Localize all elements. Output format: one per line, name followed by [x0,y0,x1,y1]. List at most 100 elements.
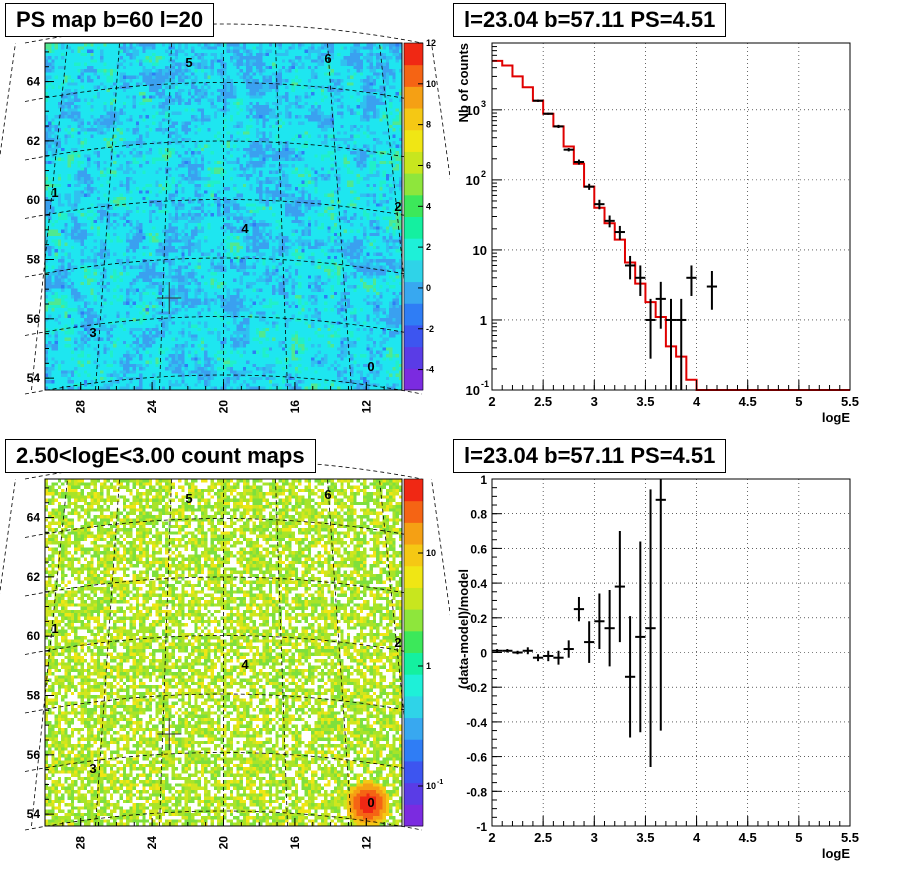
region-label: 2 [394,199,401,214]
colorbar-cell [404,64,423,87]
parallel-line [24,518,423,538]
meridian-line [327,42,352,391]
x-tick-label: 4.5 [739,394,757,409]
colorbar-tick-label: 6 [426,160,431,170]
colorbar-cell [404,281,423,304]
colorbar-cell [404,674,423,697]
residual-point [532,654,544,662]
residual-title: l=23.04 b=57.11 PS=4.51 [453,439,727,473]
region-label: 1 [51,621,58,636]
residual-point [655,479,666,731]
meridian-line [275,478,288,827]
data-point [532,99,544,102]
y-tick-label: -1 [476,820,487,834]
data-point [665,298,677,390]
spectrum-panel: 2 2.5 3 3.5 4 4.5 5 5.5 logE 10 -1 1 10 10 2 10 3 Nb of c… [450,0,898,435]
colorbar-cell [404,259,423,283]
ps-map-title: PS map b=60 l=20 [5,3,215,37]
colorbar-cell [404,303,423,326]
y-tick-label: 64 [27,75,41,89]
data-point [584,183,595,190]
meridian-line [0,478,16,594]
data-point [635,265,646,296]
x-tick-label: 5.5 [841,394,859,409]
data-point [686,265,697,296]
colorbar-cell [404,630,423,653]
x-tick-label: 3.5 [636,394,654,409]
parallel-line [24,82,423,102]
colorbar-cell [404,522,423,545]
data-point [676,298,687,390]
residual-point [604,590,615,667]
colorbar-cell [404,324,423,348]
meridian-line [95,42,120,391]
residual-point [584,621,595,663]
data-point [624,255,636,280]
y-axis-label: (data-model)/model [456,569,471,689]
colorbar-cell [404,43,423,66]
region-label: 4 [241,221,249,236]
parallel-line [24,23,423,44]
colorbar-tick-label: 2 [426,242,431,252]
x-axis-label: logE [822,846,850,861]
colorbar-cell [404,238,423,261]
x-tick-label: 28 [74,400,88,414]
colorbar-cell [404,194,423,217]
colorbar-cell [404,108,423,131]
residual-point [635,541,646,733]
residual-point [522,647,533,655]
y-tick-label: 0.6 [470,542,487,556]
meridian-line [159,42,172,391]
region-label: 2 [394,635,401,650]
x-tick-label: 16 [288,836,302,850]
meridian-line [327,478,352,827]
x-tick-label: 3 [591,394,598,409]
colorbar-cell [404,544,423,567]
x-tick-label: 2.5 [534,394,552,409]
y-axis-label: Nb of counts [456,43,471,122]
ps-map-panel: 5 6 1 2 4 3 0 28 24 20 16 12 54 56 58 60 62 64 -4 -2 0 2 4 6 8 10… [0,0,480,435]
residual-point [492,649,503,653]
data-point [614,225,625,240]
count-map-panel: 5 6 1 2 4 3 0 28 24 20 16 12 54 56 58 60 62 64 10 1 10 -1 2.5… [0,436,480,871]
y-tick-label: 54 [27,807,41,821]
colorbar-cell [404,500,423,523]
y-tick-label: 58 [27,253,41,267]
y-tick-label-exp: -1 [481,379,489,389]
region-label: 0 [367,359,374,374]
y-tick-label: -0.8 [466,785,487,799]
colorbar-cell [404,173,423,196]
meridian-line [31,42,68,391]
y-tick-label: 1 [480,473,487,487]
data-point [645,298,656,359]
region-label: 5 [185,55,192,70]
colorbar-cell [404,695,423,719]
region-label: 0 [367,795,374,810]
y-tick-label: -0.4 [466,716,487,730]
residual-point [553,650,564,665]
x-tick-label: 24 [145,400,159,414]
colorbar-cell [404,346,423,369]
y-tick-label: 10 [466,383,480,398]
region-label: 3 [89,325,96,340]
data-point [655,281,666,329]
x-tick-label: 5 [795,394,802,409]
meridian-line [431,42,480,391]
data-point [543,112,554,115]
meridian-line [159,478,172,827]
data-point [604,215,615,228]
spectrum-title: l=23.04 b=57.11 PS=4.51 [453,3,727,37]
region-label: 3 [89,761,96,776]
colorbar-cell [404,129,423,152]
region-label: 1 [51,185,58,200]
x-tick-label: 2 [488,830,495,845]
x-tick-label: 4 [693,830,701,845]
y-tick-label: 54 [27,371,41,385]
colorbar-cell [404,782,423,805]
y-tick-label: 64 [27,511,41,525]
y-tick-label: 0 [480,647,487,661]
residual-point [502,649,513,653]
